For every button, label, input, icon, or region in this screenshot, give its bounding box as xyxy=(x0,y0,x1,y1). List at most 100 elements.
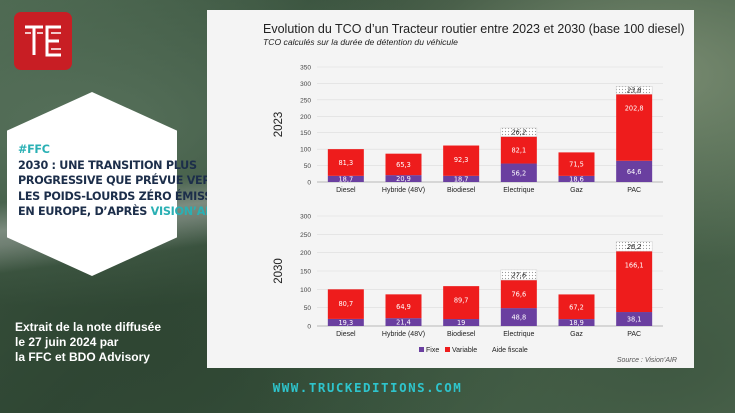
chart-title: Evolution du TCO d’un Tracteur routier e… xyxy=(263,22,685,36)
headline-hexagon xyxy=(7,92,177,276)
panel-2030-category-label: PAC xyxy=(627,331,641,338)
panel-2023-bar-fixe xyxy=(443,175,480,182)
panel-2030-ytick-label: 250 xyxy=(300,232,311,239)
panel-2030-bar-fixe xyxy=(385,318,422,326)
logo-icon xyxy=(25,25,61,57)
panel-2023-bar-aide-fiscale xyxy=(615,86,653,95)
panel-2023-bar-fixe xyxy=(616,160,653,182)
panel-2030-category-label: Gaz xyxy=(570,331,583,338)
panel-2023-data-label: 23,8 xyxy=(627,87,642,95)
headline-line-2: PROGRESSIVE QUE PRÉVUE VERS xyxy=(18,174,219,187)
headline-tag: #FFC xyxy=(18,143,50,156)
panel-2023-bar-variable xyxy=(558,152,595,176)
legend-label: Aide fiscale xyxy=(492,347,528,354)
panel-2030-ytick-label: 100 xyxy=(300,287,311,294)
panel-2023-category-label: PAC xyxy=(627,187,641,194)
panel-2030-bar-variable xyxy=(443,286,480,320)
panel-2030-bar-variable xyxy=(558,294,595,320)
panel-2023-data-label: 82,1 xyxy=(511,147,526,155)
tco-chart: 2023 0 50 100 150 200 250 300 350 18,7 81,3 Diesel 2… xyxy=(273,64,677,364)
panel-2030-category-label: Electrique xyxy=(503,331,534,338)
source-note-line-3: la FFC et BDO Advisory xyxy=(15,350,150,364)
panel-2030-bar-fixe xyxy=(443,319,480,326)
panel-2023-data-label: 92,3 xyxy=(454,156,469,164)
panel-2023-data-label: 20,9 xyxy=(396,175,411,183)
panel-2030-ytick-label: 300 xyxy=(300,213,311,220)
panel-2030-category-label: Biodiesel xyxy=(447,331,476,338)
panel-2030-category-label: Hybride (48V) xyxy=(382,331,425,338)
panel-2030-bar-variable xyxy=(500,280,537,309)
panel-2023-bar-fixe xyxy=(558,175,595,182)
panel-2030-category-label: Diesel xyxy=(336,331,356,338)
source-note-line-2: le 27 juin 2024 par xyxy=(15,335,119,349)
legend-label: Variable xyxy=(452,347,477,354)
panel-2023-bar-fixe xyxy=(500,163,537,182)
panel-2023-category-label: Gaz xyxy=(570,187,583,194)
panel-2030-bar-fixe xyxy=(616,312,653,326)
panel-2023-ytick-label: 250 xyxy=(300,97,311,104)
panel-2023-data-label: 56,2 xyxy=(511,169,526,177)
panel-2023-data-label: 18,7 xyxy=(454,176,469,184)
source-note: Extrait de la note diffusée le 27 juin 2… xyxy=(15,320,195,365)
panel-2030-data-label: 64,9 xyxy=(396,303,411,311)
panel-2030-data-label: 38,1 xyxy=(627,316,642,324)
panel-2023-data-label: 64,6 xyxy=(627,168,642,176)
panel-2030-data-label: 21,4 xyxy=(396,319,411,327)
chart-panel: Evolution du TCO d’un Tracteur routier e… xyxy=(207,10,694,368)
panel-2023-bar-fixe xyxy=(385,175,422,182)
panel-2023-ytick-label: 50 xyxy=(304,163,312,170)
panel-2023-year-label: 2023 xyxy=(273,112,285,138)
headline-line-1: 2030 : UNE TRANSITION PLUS xyxy=(18,158,197,172)
panel-2023-data-label: 26,2 xyxy=(511,129,526,137)
panel-2030-bar-fixe xyxy=(327,318,364,326)
panel-2023-bar-variable xyxy=(443,145,480,176)
chart-source: Source : Vision’AIR xyxy=(617,357,677,364)
panel-2023-bar-aide-fiscale xyxy=(500,127,538,137)
panel-2023-bar-variable xyxy=(616,94,653,161)
legend-swatch-fixe xyxy=(419,347,424,352)
panel-2030-bar-fixe xyxy=(558,319,595,326)
panel-2023-data-label: 202,8 xyxy=(625,105,644,113)
panel-2030-data-label: 67,2 xyxy=(569,303,584,311)
panel-2023-ytick-label: 0 xyxy=(307,180,311,187)
panel-2023-data-label: 81,3 xyxy=(338,159,353,167)
panel-2030-bar-fixe xyxy=(500,308,537,326)
headline-line-3: LES POIDS-LOURDS ZÉRO ÉMISSION xyxy=(18,189,235,203)
panel-2030-data-label: 26,2 xyxy=(627,243,642,251)
website-url[interactable]: WWW.TRUCKEDITIONS.COM xyxy=(272,380,463,395)
panel-2023-ytick-label: 200 xyxy=(300,114,311,121)
legend-label: Fixe xyxy=(426,347,439,354)
panel-2023-bar-fixe xyxy=(327,175,364,182)
panel-2023-category-label: Hybride (48V) xyxy=(382,187,425,194)
legend-swatch-variable xyxy=(445,347,450,352)
headline-text: #FFC 2030 : UNE TRANSITION PLUS PROGRESS… xyxy=(18,142,235,220)
panel-2030-bar-variable xyxy=(385,294,422,319)
panel-2030-data-label: 19,3 xyxy=(338,319,353,327)
panel-2023-data-label: 65,3 xyxy=(396,161,411,169)
panel-2030-data-label: 76,6 xyxy=(511,291,526,299)
panel-2030-ytick-label: 0 xyxy=(307,324,311,331)
panel-2030-bar-aide-fiscale xyxy=(615,241,653,252)
source-note-line-1: Extrait de la note diffusée xyxy=(15,320,162,334)
panel-2030-bar-variable xyxy=(327,289,364,319)
panel-2030-bar-aide-fiscale xyxy=(500,269,538,281)
panel-2023-bar-variable xyxy=(327,149,364,176)
panel-2030-data-label: 80,7 xyxy=(338,300,353,308)
headline-line-4: EN EUROPE, D’APRÈS xyxy=(18,205,148,218)
panel-2030-data-label: 19 xyxy=(457,319,465,327)
panel-2023-data-label: 18,6 xyxy=(569,176,584,184)
panel-2023-ytick-label: 300 xyxy=(300,81,311,88)
panel-2023-category-label: Electrique xyxy=(503,187,534,194)
panel-2030-data-label: 18,9 xyxy=(569,319,584,327)
panel-2023-data-label: 71,5 xyxy=(569,161,584,169)
panel-2030-bar-variable xyxy=(616,251,653,313)
panel-2023-ytick-label: 150 xyxy=(300,130,311,137)
panel-2030-ytick-label: 200 xyxy=(300,250,311,257)
headline-highlight: VISION’AIR xyxy=(150,205,218,218)
panel-2030-year-label: 2030 xyxy=(273,258,285,284)
panel-2030-data-label: 166,1 xyxy=(625,262,644,270)
chart-subtitle: TCO calculés sur la durée de détention d… xyxy=(263,37,458,47)
panel-2030-data-label: 48,8 xyxy=(511,314,526,322)
truckeditions-logo xyxy=(14,12,72,70)
panel-2023-bar-variable xyxy=(385,153,422,176)
